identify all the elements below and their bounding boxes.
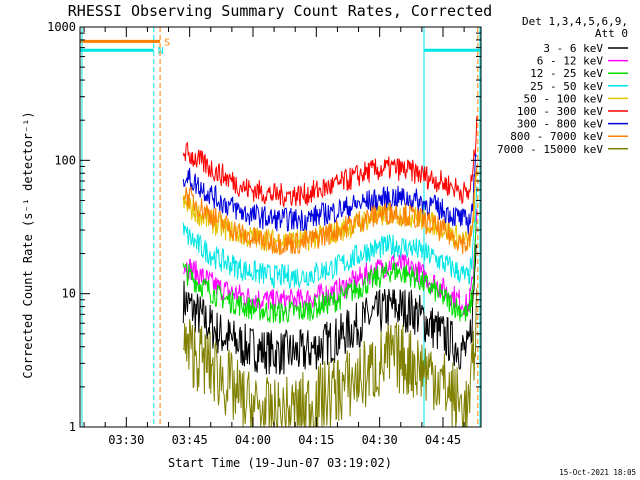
- x-tick-label: 04:15: [298, 433, 334, 447]
- legend-label: 6 - 12 keV: [537, 55, 604, 68]
- y-tick-label: 1000: [47, 20, 76, 34]
- series-line-12-25-kev: [182, 219, 478, 324]
- legend-label: 3 - 6 keV: [543, 42, 603, 55]
- legend-label: 100 - 300 keV: [517, 105, 603, 118]
- y-tick-label: 100: [54, 153, 76, 167]
- legend-label: 7000 - 15000 keV: [497, 143, 603, 156]
- plot-area: SN: [80, 27, 481, 428]
- legend-header: Att 0: [595, 27, 628, 40]
- y-axis-label: Corrected Count Rate (s⁻¹ detector⁻¹): [21, 111, 35, 378]
- axes: 1 10 100 1000 03:30 03:45 04:00 04:15 04:30 04:45: [47, 20, 482, 447]
- series-line-100-300-kev: [182, 116, 478, 208]
- series-line-50-100-kev: [182, 168, 478, 253]
- x-tick-label: 04:45: [425, 433, 461, 447]
- flag-label: N: [158, 46, 164, 57]
- legend-label: 800 - 7000 keV: [510, 130, 603, 143]
- footer-timestamp: 15-Oct-2021 18:05: [559, 468, 636, 477]
- legend-header: Det 1,3,4,5,6,9,: [522, 15, 628, 28]
- series-line-7000-15000-kev: [182, 288, 478, 428]
- series-line-3-6-kev: [182, 244, 478, 375]
- series-line-25-50-kev: [182, 186, 478, 290]
- chart-title: RHESSI Observing Summary Count Rates, Co…: [68, 2, 492, 20]
- y-tick-label: 1: [69, 420, 76, 434]
- x-axis-label: Start Time (19-Jun-07 03:19:02): [168, 456, 392, 470]
- x-tick-label: 03:30: [108, 433, 144, 447]
- x-tick-label: 04:00: [235, 433, 271, 447]
- legend-label: 25 - 50 keV: [530, 80, 603, 93]
- flag-label: S: [164, 37, 170, 48]
- legend-label: 12 - 25 keV: [530, 67, 603, 80]
- x-tick-label: 04:30: [362, 433, 398, 447]
- legend-label: 300 - 800 keV: [517, 118, 603, 131]
- plot-frame: [79, 26, 482, 428]
- legend-label: 50 - 100 keV: [524, 92, 604, 105]
- series-line-800-7000-kev: [182, 164, 478, 256]
- y-tick-label: 10: [62, 287, 76, 301]
- x-tick-label: 03:45: [172, 433, 208, 447]
